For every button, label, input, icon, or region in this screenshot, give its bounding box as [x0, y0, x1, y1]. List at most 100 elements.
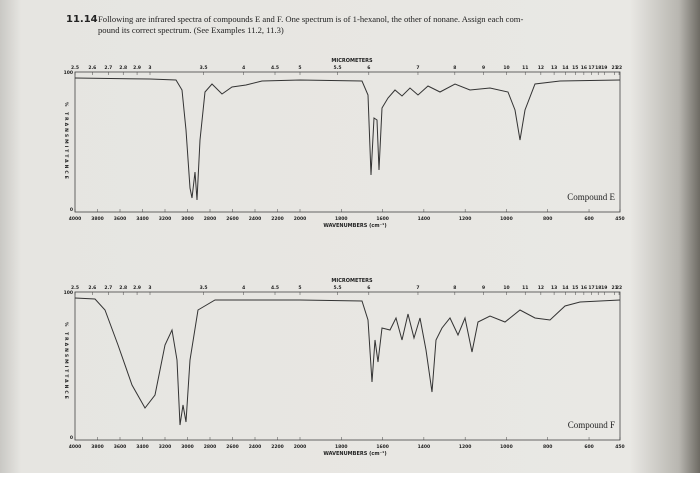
wavenumber-tick-label: 2800: [204, 444, 217, 450]
micrometer-tick-label: 17: [588, 65, 594, 71]
wavenumber-tick-label: 1000: [500, 444, 513, 450]
wavenumber-tick-label: 2000: [294, 216, 307, 222]
wavenumber-tick-label: 3600: [114, 444, 127, 450]
micrometer-tick-label: 2.8: [119, 285, 127, 291]
wavenumber-tick-label: 450: [615, 216, 624, 222]
micrometer-tick-label: 22: [616, 285, 622, 291]
micrometer-tick-label: 2.8: [119, 65, 127, 71]
micrometer-tick-label: 18: [595, 285, 601, 291]
micrometer-tick-label: 15: [572, 285, 578, 291]
problem-text: Following are infrared spectra of compou…: [98, 14, 523, 24]
y-top-label: 100: [64, 290, 73, 296]
wavenumber-tick-label: 3000: [181, 444, 194, 450]
micrometer-tick-label: 19: [601, 65, 607, 71]
micrometer-tick-label: 7: [416, 285, 419, 291]
micrometer-tick-label: 2.9: [133, 65, 141, 71]
micrometer-tick-label: 3: [148, 65, 151, 71]
micrometer-tick-label: 4: [242, 285, 245, 291]
wavenumber-tick-label: 3400: [136, 216, 149, 222]
micrometer-tick-label: 21: [611, 285, 617, 291]
micrometer-tick-label: 2.7: [104, 285, 112, 291]
wavenumber-tick-label: 4000: [69, 444, 82, 450]
wavenumber-tick-label: 600: [584, 444, 593, 450]
micrometer-tick-label: 3.5: [200, 65, 208, 71]
micrometer-tick-label: 5: [298, 65, 301, 71]
wavenumber-tick-label: 2600: [226, 444, 239, 450]
micrometer-tick-label: 12: [538, 65, 544, 71]
wavenumber-tick-label: 1600: [376, 216, 389, 222]
wavenumber-tick-label: 2400: [249, 444, 262, 450]
wavenumber-tick-label: 2800: [204, 216, 217, 222]
micrometer-tick-label: 4.5: [271, 285, 279, 291]
wavenumber-tick-label: 1400: [418, 216, 431, 222]
y-bottom-label: 0: [70, 435, 73, 441]
micrometer-tick-label: 2.6: [88, 285, 96, 291]
micrometer-tick-label: 18: [595, 65, 601, 71]
wavenumber-tick-label: 800: [543, 216, 552, 222]
wavenumber-tick-label: 800: [543, 444, 552, 450]
wavenumber-tick-label: 2000: [294, 444, 307, 450]
micrometer-tick-label: 6: [367, 65, 370, 71]
micrometer-tick-label: 3: [148, 285, 151, 291]
wavenumber-tick-label: 1800: [335, 216, 348, 222]
wavenumber-tick-label: 3200: [159, 216, 172, 222]
problem-number: 11.14: [66, 14, 98, 25]
y-axis-label: % TRANSMITTANCE: [63, 322, 69, 401]
wavenumber-tick-label: 4000: [69, 216, 82, 222]
wavenumbers-label: WAVENUMBERS (cm⁻¹): [323, 451, 386, 457]
y-top-label: 100: [64, 70, 73, 76]
compound-label: Compound E: [567, 192, 615, 202]
micrometer-tick-label: 14: [562, 65, 568, 71]
spectrum-frame: [74, 71, 621, 213]
y-axis-label: % TRANSMITTANCE: [63, 102, 69, 181]
micrometer-tick-label: 16: [581, 285, 587, 291]
spectrum-f-curve: [74, 297, 621, 426]
wavenumbers-label: WAVENUMBERS (cm⁻¹): [323, 223, 386, 229]
wavenumber-tick-label: 2400: [249, 216, 262, 222]
wavenumber-tick-label: 3600: [114, 216, 127, 222]
micrometer-tick-label: 11: [522, 65, 528, 71]
compound-label: Compound F: [568, 420, 615, 430]
micrometer-tick-label: 13: [551, 65, 557, 71]
micrometer-tick-label: 4: [242, 65, 245, 71]
micrometers-label: MICROMETERS: [331, 278, 373, 284]
wavenumber-tick-label: 3800: [91, 444, 104, 450]
micrometer-tick-label: 2.5: [71, 285, 79, 291]
wavenumber-tick-label: 600: [584, 216, 593, 222]
wavenumber-tick-label: 1200: [459, 444, 472, 450]
wavenumber-tick-label: 1000: [500, 216, 513, 222]
wavenumber-tick-label: 450: [615, 444, 624, 450]
wavenumber-tick-label: 3200: [159, 444, 172, 450]
wavenumber-tick-label: 2200: [271, 444, 284, 450]
micrometer-tick-label: 6: [367, 285, 370, 291]
micrometer-tick-label: 15: [572, 65, 578, 71]
y-bottom-label: 0: [70, 207, 73, 213]
micrometer-tick-label: 14: [562, 285, 568, 291]
micrometer-tick-label: 13: [551, 285, 557, 291]
micrometer-tick-label: 4.5: [271, 65, 279, 71]
spectrum-frame: [74, 291, 621, 441]
wavenumber-tick-label: 3800: [91, 216, 104, 222]
micrometer-tick-label: 9: [482, 285, 485, 291]
micrometer-tick-label: 10: [503, 65, 509, 71]
wavenumber-tick-label: 1800: [335, 444, 348, 450]
micrometer-tick-label: 2.5: [71, 65, 79, 71]
micrometer-tick-label: 3.5: [200, 285, 208, 291]
micrometer-tick-label: 8: [453, 285, 456, 291]
micrometer-tick-label: 8: [453, 65, 456, 71]
micrometer-tick-label: 10: [503, 285, 509, 291]
spectrum-e-curve: [74, 77, 621, 201]
micrometer-tick-label: 7: [416, 65, 419, 71]
wavenumber-tick-label: 3400: [136, 444, 149, 450]
problem-text: pound its correct spectrum. (See Example…: [98, 25, 284, 35]
micrometer-tick-label: 21: [611, 65, 617, 71]
wavenumber-tick-label: 1400: [418, 444, 431, 450]
micrometers-label: MICROMETERS: [331, 58, 373, 64]
wavenumber-tick-label: 3000: [181, 216, 194, 222]
micrometer-tick-label: 2.9: [133, 285, 141, 291]
micrometer-tick-label: 5: [298, 285, 301, 291]
micrometer-tick-label: 22: [616, 65, 622, 71]
micrometer-tick-label: 19: [601, 285, 607, 291]
